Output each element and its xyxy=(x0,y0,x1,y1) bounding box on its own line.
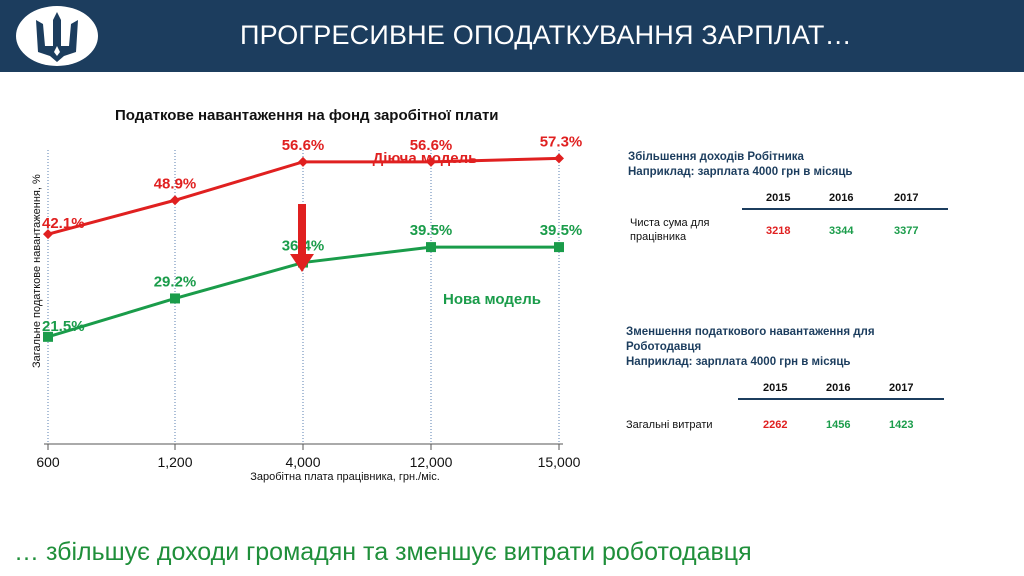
panel2-year-2017: 2017 xyxy=(889,382,914,394)
page-title: ПРОГРЕСИВНЕ ОПОДАТКУВАННЯ ЗАРПЛАТ… xyxy=(240,20,852,50)
panel1-year-2017: 2017 xyxy=(894,192,919,204)
trident-coat-of-arms-icon xyxy=(16,6,98,66)
y-axis-label: Загальне податкове навантаження, % xyxy=(31,174,43,368)
data-point-new xyxy=(170,293,180,304)
panel2-divider xyxy=(738,398,944,400)
data-label: 21.5% xyxy=(42,318,85,335)
x-tick-label: 15,000 xyxy=(538,454,581,470)
data-point-current xyxy=(426,156,436,167)
panel1-divider xyxy=(742,208,948,210)
panel1-value-2016: 3344 xyxy=(829,225,854,237)
legend-series-new: Нова модель xyxy=(443,291,541,308)
data-point-new xyxy=(426,242,436,253)
panel2-year-2016: 2016 xyxy=(826,382,851,394)
panel2-year-2015: 2015 xyxy=(763,382,788,394)
data-label: 48.9% xyxy=(154,175,197,192)
data-label: 39.5% xyxy=(540,222,583,239)
header-bar: ПРОГРЕСИВНЕ ОПОДАТКУВАННЯ ЗАРПЛАТ… xyxy=(0,0,1024,72)
x-tick-label: 4,000 xyxy=(285,454,320,470)
data-label: 39.5% xyxy=(410,222,453,239)
x-tick-label: 12,000 xyxy=(410,454,453,470)
panel1-title-line1: Збільшення доходів Робітника xyxy=(628,151,804,163)
data-point-current xyxy=(298,156,308,167)
data-label: 57.3% xyxy=(540,133,583,150)
data-label: 56.6% xyxy=(282,137,325,154)
panel2-row-label: Загальні витрати xyxy=(626,419,713,431)
tax-burden-chart: 600 1,200 4,000 12,000 15,000 42.1% 48.9% 56.6… xyxy=(31,133,583,483)
panel1-row-label-line2: працівника xyxy=(630,231,687,243)
x-tick-label: 600 xyxy=(36,454,60,470)
data-label: 56.6% xyxy=(410,137,453,154)
data-point-new xyxy=(43,331,53,342)
panel1-year-2016: 2016 xyxy=(829,192,854,204)
panel1-value-2015: 3218 xyxy=(766,225,791,237)
panel2-value-2015: 2262 xyxy=(763,419,788,431)
data-point-current xyxy=(43,229,53,240)
panel2-title-line1: Зменшення податкового навантаження для xyxy=(626,326,875,338)
panel2-value-2017: 1423 xyxy=(889,419,914,431)
down-arrow-annotation xyxy=(290,204,314,272)
legend-series-current: Діюча модель xyxy=(373,150,478,167)
x-tick-label: 1,200 xyxy=(157,454,192,470)
panel2-value-2016: 1456 xyxy=(826,419,851,431)
data-label: 29.2% xyxy=(154,273,197,290)
panel1-value-2017: 3377 xyxy=(894,225,919,237)
panel1-title-line2: Наприклад: зарплата 4000 грн в місяць xyxy=(628,166,853,178)
x-axis-label: Заробітна плата працівника, грн./міс. xyxy=(250,471,440,483)
chart-title: Податкове навантаження на фонд заробітно… xyxy=(115,107,499,124)
panel2-title-line2: Роботодавця xyxy=(626,341,702,353)
data-point-new xyxy=(554,242,564,253)
footer-conclusion: … збільшує доходи громадян та зменшує ви… xyxy=(14,538,752,566)
panel2-title-line3: Наприклад: зарплата 4000 грн в місяць xyxy=(626,356,851,368)
panel1-year-2015: 2015 xyxy=(766,192,791,204)
data-point-current xyxy=(170,195,180,206)
panel1-row-label-line1: Чиста сума для xyxy=(630,217,710,229)
data-point-current xyxy=(554,153,564,164)
data-label: 42.1% xyxy=(42,215,85,232)
